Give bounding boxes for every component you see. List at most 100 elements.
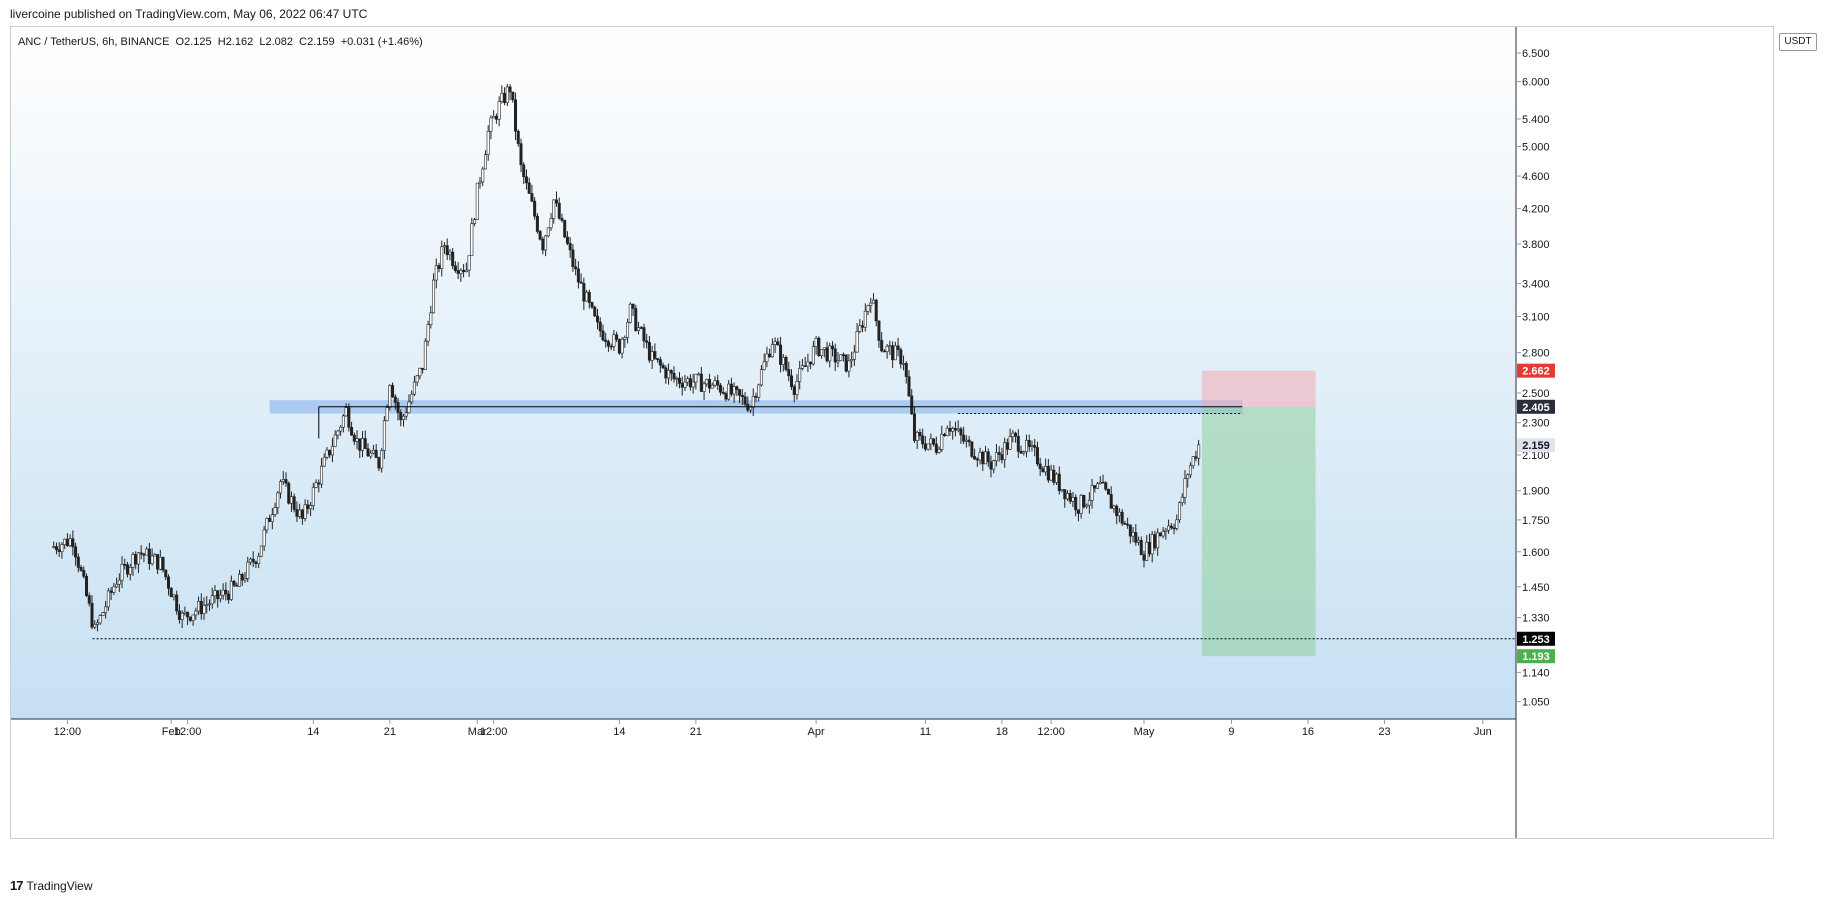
candle[interactable]	[628, 302, 632, 324]
candle[interactable]	[639, 326, 643, 330]
candle[interactable]	[320, 458, 324, 489]
candle[interactable]	[95, 619, 99, 632]
candle[interactable]	[333, 430, 337, 447]
candle[interactable]	[984, 445, 988, 465]
candle[interactable]	[156, 554, 160, 574]
candle[interactable]	[1074, 494, 1078, 517]
candle[interactable]	[1117, 508, 1121, 523]
candle[interactable]	[896, 337, 900, 357]
candle[interactable]	[1046, 458, 1050, 483]
candle[interactable]	[855, 323, 859, 353]
candle[interactable]	[289, 491, 293, 512]
candle[interactable]	[355, 430, 359, 450]
candle[interactable]	[500, 85, 504, 104]
candle[interactable]	[740, 388, 744, 405]
candle[interactable]	[661, 362, 665, 370]
candle[interactable]	[325, 447, 329, 460]
candle[interactable]	[87, 592, 91, 607]
candle[interactable]	[1134, 524, 1138, 546]
candle[interactable]	[904, 361, 908, 384]
candle[interactable]	[784, 355, 788, 372]
candle[interactable]	[117, 573, 121, 592]
candle[interactable]	[128, 563, 132, 581]
candle[interactable]	[579, 273, 583, 284]
candle[interactable]	[973, 448, 977, 461]
candle[interactable]	[374, 444, 378, 458]
candle[interactable]	[533, 197, 537, 220]
candle[interactable]	[1172, 523, 1176, 535]
candle[interactable]	[410, 390, 414, 404]
candle[interactable]	[401, 413, 405, 427]
candle[interactable]	[765, 346, 769, 368]
candle[interactable]	[560, 213, 564, 223]
candle[interactable]	[587, 289, 591, 309]
candle[interactable]	[902, 355, 906, 371]
candle[interactable]	[505, 83, 509, 107]
current-price-badge[interactable]: 2.159	[1517, 438, 1555, 453]
candle[interactable]	[467, 255, 471, 277]
candle[interactable]	[1041, 465, 1045, 473]
candle[interactable]	[825, 341, 829, 363]
candle[interactable]	[1115, 504, 1119, 525]
candle[interactable]	[615, 331, 619, 343]
candle[interactable]	[489, 115, 493, 140]
candle[interactable]	[1175, 514, 1179, 531]
candle[interactable]	[1025, 434, 1029, 458]
candle[interactable]	[710, 382, 714, 389]
candle[interactable]	[874, 298, 878, 327]
candle[interactable]	[1038, 457, 1042, 476]
candle[interactable]	[1197, 439, 1201, 466]
candle[interactable]	[1033, 438, 1037, 457]
candle[interactable]	[926, 443, 930, 451]
candle[interactable]	[519, 138, 523, 173]
candle[interactable]	[197, 596, 201, 615]
candle[interactable]	[136, 552, 140, 574]
candle[interactable]	[1049, 464, 1053, 482]
candle[interactable]	[448, 248, 452, 261]
candle[interactable]	[997, 446, 1001, 462]
candle[interactable]	[459, 268, 463, 282]
candle[interactable]	[52, 541, 56, 549]
candle[interactable]	[322, 453, 326, 467]
candle[interactable]	[1093, 485, 1097, 493]
candle[interactable]	[451, 248, 455, 270]
candle[interactable]	[800, 358, 804, 371]
candle[interactable]	[992, 459, 996, 474]
candle[interactable]	[576, 261, 580, 289]
candle[interactable]	[363, 430, 367, 449]
candle[interactable]	[522, 162, 526, 185]
candle[interactable]	[1011, 430, 1015, 443]
candle[interactable]	[221, 583, 225, 600]
candle[interactable]	[347, 403, 351, 432]
candle[interactable]	[306, 499, 310, 514]
candle[interactable]	[1008, 428, 1012, 451]
candle[interactable]	[68, 534, 72, 548]
candle[interactable]	[1183, 469, 1187, 505]
candle[interactable]	[314, 479, 318, 489]
candle[interactable]	[669, 369, 673, 381]
candle[interactable]	[418, 367, 422, 380]
candle[interactable]	[612, 329, 616, 351]
candle[interactable]	[962, 426, 966, 445]
candle[interactable]	[929, 433, 933, 451]
candle[interactable]	[940, 425, 944, 452]
stop-price-badge[interactable]: 2.662	[1517, 363, 1555, 378]
candle[interactable]	[598, 317, 602, 337]
candle[interactable]	[713, 376, 717, 388]
candle[interactable]	[213, 585, 217, 604]
candle[interactable]	[921, 428, 925, 449]
candle[interactable]	[535, 213, 539, 234]
candle[interactable]	[814, 336, 818, 355]
candle[interactable]	[899, 347, 903, 369]
candle[interactable]	[724, 391, 728, 402]
candle[interactable]	[658, 356, 662, 373]
candle[interactable]	[620, 336, 624, 359]
candle[interactable]	[779, 336, 783, 373]
candle[interactable]	[366, 443, 370, 457]
candle[interactable]	[1090, 478, 1094, 509]
chart-frame[interactable]: 6.500 6.000 5.400 5.000 4.600 4.200 3.800 3.400…	[10, 26, 1774, 839]
candle[interactable]	[705, 378, 709, 387]
candle[interactable]	[93, 620, 97, 630]
candle[interactable]	[259, 545, 263, 557]
